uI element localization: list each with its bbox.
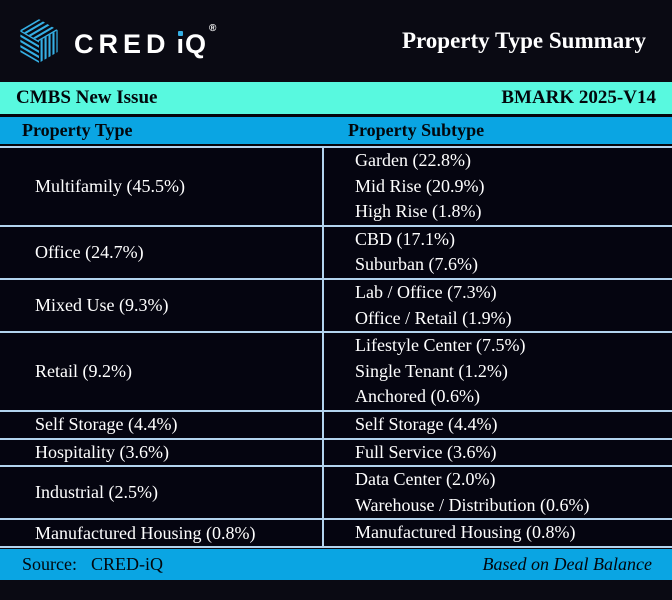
table-row: Industrial (2.5%) Data Center (2.0%) Wareh… bbox=[0, 465, 672, 518]
page-title: Property Type Summary bbox=[401, 28, 646, 53]
property-type-cell: Manufactured Housing (0.8%) bbox=[0, 520, 324, 546]
property-subtype-label: Full Service (3.6%) bbox=[355, 441, 497, 462]
table-row: Multifamily (45.5%) Garden (22.8%) Mid Ris… bbox=[0, 146, 672, 225]
table-header-row: Property Type Property Subtype bbox=[0, 117, 672, 146]
brand-text-q: Q bbox=[185, 28, 208, 59]
column-header-property-type: Property Type bbox=[22, 120, 133, 140]
property-type-label: Retail (9.2%) bbox=[35, 361, 132, 382]
deal-type-label: CMBS New Issue bbox=[16, 87, 158, 108]
table-row: Manufactured Housing (0.8%) Manufactured … bbox=[0, 518, 672, 546]
cred-iq-cube-icon bbox=[20, 19, 58, 63]
property-type-cell: Retail (9.2%) bbox=[0, 333, 324, 410]
property-subtype-cell: Lab / Office (7.3%) Office / Retail (1.9%… bbox=[324, 280, 672, 331]
source-label: Source: bbox=[22, 554, 77, 574]
deal-name-label: BMARK 2025-V14 bbox=[501, 87, 656, 108]
property-type-table: Multifamily (45.5%) Garden (22.8%) Mid Ris… bbox=[0, 146, 672, 548]
property-subtype-label: Anchored (0.6%) bbox=[355, 386, 480, 407]
property-subtype-label: Garden (22.8%) bbox=[355, 150, 471, 171]
property-type-label: Office (24.7%) bbox=[35, 241, 144, 262]
property-subtype-label: CBD (17.1%) bbox=[355, 228, 455, 249]
logo-letter-i: ı bbox=[176, 28, 186, 59]
source-value: CRED-iQ bbox=[90, 554, 163, 574]
property-subtype-label: Self Storage (4.4%) bbox=[355, 414, 498, 435]
property-type-label: Multifamily (45.5%) bbox=[35, 175, 185, 196]
property-type-cell: Industrial (2.5%) bbox=[0, 467, 324, 518]
property-subtype-label: Office / Retail (1.9%) bbox=[355, 307, 512, 328]
property-subtype-cell: Data Center (2.0%) Warehouse / Distributi… bbox=[324, 467, 672, 518]
property-subtype-cell: Self Storage (4.4%) bbox=[324, 412, 672, 438]
property-subtype-label: Warehouse / Distribution (0.6%) bbox=[355, 494, 590, 515]
logo-i-dot bbox=[177, 30, 183, 36]
deal-banner: CMBS New Issue BMARK 2025-V14 bbox=[0, 82, 672, 117]
table-row: Self Storage (4.4%) Self Storage (4.4%) bbox=[0, 410, 672, 438]
property-subtype-label: Single Tenant (1.2%) bbox=[355, 360, 508, 381]
property-type-label: Industrial (2.5%) bbox=[35, 482, 158, 503]
registered-mark: ® bbox=[209, 22, 217, 34]
property-type-label: Hospitality (3.6%) bbox=[35, 441, 169, 462]
property-type-label: Mixed Use (9.3%) bbox=[35, 295, 169, 316]
header: CRED ıQ® Property Type Summary bbox=[0, 0, 672, 82]
property-subtype-cell: Manufactured Housing (0.8%) bbox=[324, 520, 672, 546]
table-row: Mixed Use (9.3%) Lab / Office (7.3%) Offic… bbox=[0, 278, 672, 331]
property-subtype-label: Manufactured Housing (0.8%) bbox=[355, 522, 576, 543]
property-type-cell: Office (24.7%) bbox=[0, 227, 324, 278]
property-type-cell: Multifamily (45.5%) bbox=[0, 148, 324, 225]
property-subtype-cell: Lifestyle Center (7.5%) Single Tenant (1.… bbox=[324, 333, 672, 410]
property-type-cell: Mixed Use (9.3%) bbox=[0, 280, 324, 331]
property-type-cell: Hospitality (3.6%) bbox=[0, 440, 324, 466]
property-subtype-label: Suburban (7.6%) bbox=[355, 254, 478, 275]
property-subtype-label: Data Center (2.0%) bbox=[355, 469, 496, 490]
property-type-label: Manufactured Housing (0.8%) bbox=[35, 522, 256, 543]
table-row: Retail (9.2%) Lifestyle Center (7.5%) Sing… bbox=[0, 331, 672, 410]
property-type-label: Self Storage (4.4%) bbox=[35, 414, 178, 435]
property-subtype-label: Mid Rise (20.9%) bbox=[355, 175, 485, 196]
property-subtype-cell: CBD (17.1%) Suburban (7.6%) bbox=[324, 227, 672, 278]
table-row: Office (24.7%) CBD (17.1%) Suburban (7.6%) bbox=[0, 224, 672, 278]
property-subtype-label: Lab / Office (7.3%) bbox=[355, 282, 497, 303]
source-line: Source: CRED-iQ bbox=[22, 554, 163, 575]
property-subtype-cell: Garden (22.8%) Mid Rise (20.9%) High Rise … bbox=[324, 148, 672, 225]
footer-bar: Source: CRED-iQ Based on Deal Balance bbox=[0, 549, 672, 580]
column-divider bbox=[322, 146, 324, 546]
brand-text-cred: CRED bbox=[74, 28, 171, 59]
property-subtype-label: Lifestyle Center (7.5%) bbox=[355, 335, 526, 356]
column-header-property-subtype: Property Subtype bbox=[348, 120, 485, 140]
property-subtype-label: High Rise (1.8%) bbox=[355, 201, 482, 222]
basis-note: Based on Deal Balance bbox=[482, 554, 652, 574]
property-type-cell: Self Storage (4.4%) bbox=[0, 412, 324, 438]
property-subtype-cell: Full Service (3.6%) bbox=[324, 440, 672, 466]
brand-logo: CRED ıQ® bbox=[14, 16, 216, 66]
brand-wordmark: CRED ıQ® bbox=[74, 23, 216, 60]
table-row: Hospitality (3.6%) Full Service (3.6%) bbox=[0, 437, 672, 466]
